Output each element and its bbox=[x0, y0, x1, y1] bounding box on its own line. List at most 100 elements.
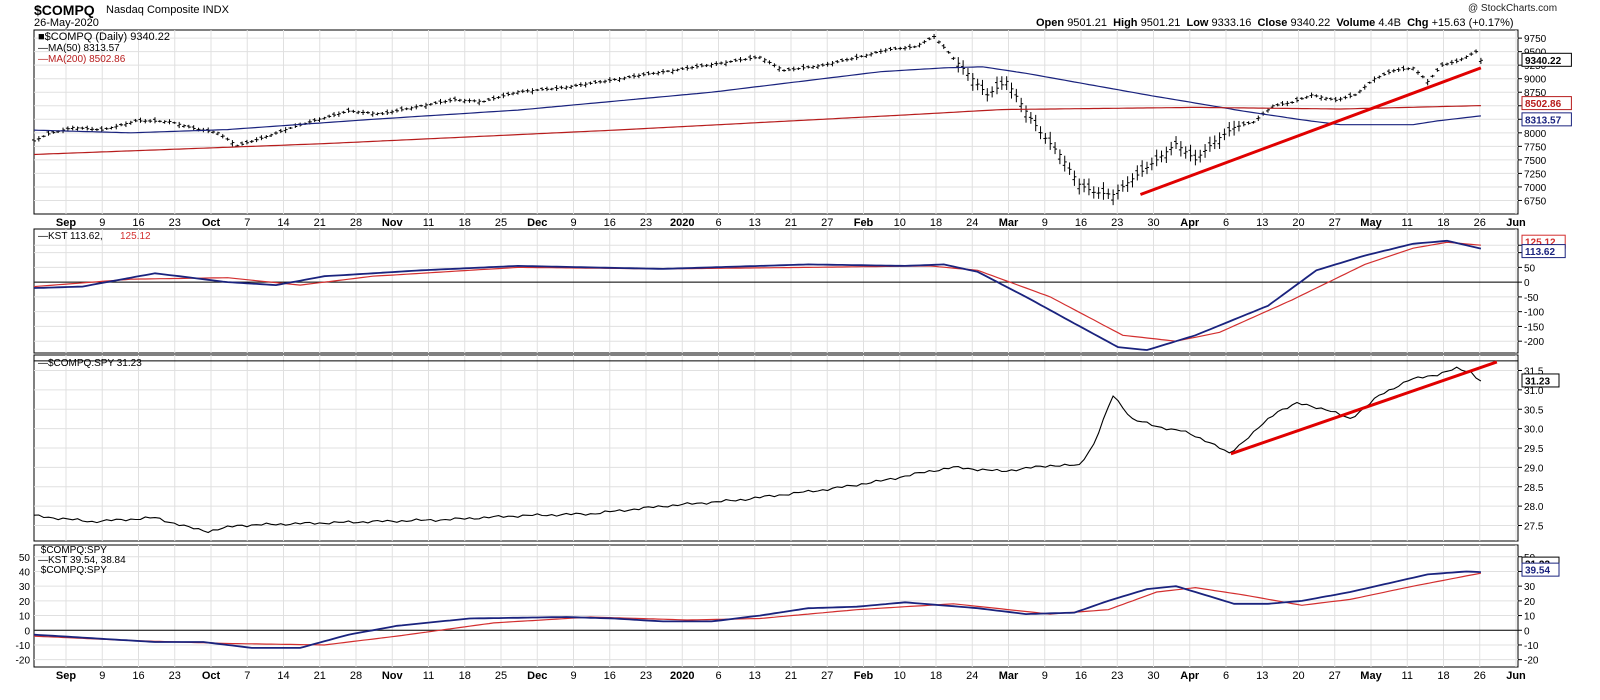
x-axis-tick-label-top: 21 bbox=[785, 217, 797, 229]
low-value: 9333.16 bbox=[1211, 17, 1252, 29]
x-axis-tick-label-bottom: 27 bbox=[821, 670, 833, 682]
ratio-kst-line bbox=[33, 570, 1481, 649]
x-axis-tick-label-top: 18 bbox=[459, 217, 471, 229]
x-axis-tick-label-bottom: 16 bbox=[1075, 670, 1087, 682]
close-label: Close bbox=[1257, 17, 1288, 29]
kst-signal-line bbox=[33, 241, 1481, 342]
x-axis-tick-label-top: Feb bbox=[854, 217, 874, 229]
kst-signal-last-label: 125.12 bbox=[1525, 238, 1556, 249]
symbol-title: $COMPQ bbox=[34, 2, 95, 18]
ratio-kst-signal-line bbox=[33, 572, 1482, 646]
x-axis-tick-label-top: 13 bbox=[749, 217, 761, 229]
x-axis-tick-label-top: 7 bbox=[244, 217, 250, 229]
x-axis-tick-label-bottom: May bbox=[1360, 670, 1382, 682]
x-axis-tick-label-bottom: Apr bbox=[1180, 670, 1200, 682]
x-axis-tick-label-top: May bbox=[1360, 217, 1382, 229]
panel-frame-2 bbox=[33, 228, 1519, 354]
x-axis-tick-label-bottom: 26 bbox=[1474, 670, 1486, 682]
kst-last-label-box bbox=[1521, 244, 1566, 259]
x-axis-tick-label-top: 28 bbox=[350, 217, 362, 229]
y-axis-tick-label: 31.0 bbox=[1524, 386, 1544, 397]
x-axis-tick-label-top: 10 bbox=[894, 217, 906, 229]
x-axis-tick-label-bottom: 9 bbox=[99, 670, 105, 682]
low-label: Low bbox=[1186, 17, 1209, 29]
x-axis-tick-label-top: 16 bbox=[132, 217, 144, 229]
x-axis-tick-label-bottom: 21 bbox=[314, 670, 326, 682]
y-axis-tick-label: 27.5 bbox=[1524, 522, 1544, 533]
x-axis-tick-label-bottom: 21 bbox=[785, 670, 797, 682]
x-axis-tick-label-top: 11 bbox=[1402, 217, 1413, 229]
index-name: Nasdaq Composite INDX bbox=[106, 4, 229, 16]
x-axis-tick-label-bottom: 20 bbox=[1292, 670, 1304, 682]
volume-value: 4.4B bbox=[1378, 17, 1401, 29]
y-axis-tick-label: 30 bbox=[1524, 582, 1536, 593]
x-axis-tick-label-top: 23 bbox=[169, 217, 181, 229]
ratio-kst-legend-2: —KST 39.54, 38.84 bbox=[38, 555, 126, 566]
kst-legend: —KST 113.62, bbox=[38, 231, 103, 242]
ma50-last-label-box bbox=[1521, 112, 1572, 127]
ratio-kst-right-label-2-box bbox=[1521, 562, 1560, 577]
x-axis-tick-label-bottom: 6 bbox=[715, 670, 721, 682]
y-axis-left-tick-label: 0 bbox=[24, 626, 30, 637]
chart-date: 26-May-2020 bbox=[34, 17, 99, 29]
y-axis-tick-label: 0 bbox=[1524, 626, 1530, 637]
kst-legend-signal: 125.12 bbox=[120, 231, 151, 242]
x-axis-tick-label-bottom: 16 bbox=[604, 670, 616, 682]
y-axis-left-tick-label: 30 bbox=[19, 582, 31, 593]
ma200-legend: —MA(200) 8502.86 bbox=[38, 54, 126, 65]
watermark: @ StockCharts.com bbox=[1468, 3, 1558, 14]
ma200-line bbox=[33, 105, 1481, 156]
x-axis-tick-label-top: 14 bbox=[277, 217, 289, 229]
kst-last-label: 113.62 bbox=[1525, 247, 1555, 258]
y-axis-tick-label: 10 bbox=[1524, 612, 1536, 623]
y-axis-tick-label: 28.5 bbox=[1524, 483, 1544, 494]
high-label: High bbox=[1113, 17, 1138, 29]
close-value: 9340.22 bbox=[1290, 17, 1331, 29]
ma50-legend: —MA(50) 8313.57 bbox=[38, 43, 120, 54]
x-axis-tick-label-bottom: 27 bbox=[1329, 670, 1341, 682]
x-axis-tick-label-top: 9 bbox=[99, 217, 105, 229]
exchange-label: INDX bbox=[202, 4, 229, 16]
x-axis-tick-label-bottom: 25 bbox=[495, 670, 507, 682]
ratio-kst-legend-1: $COMPQ:SPY bbox=[38, 545, 107, 556]
y-axis-tick-label: 29.5 bbox=[1524, 444, 1544, 455]
y-axis-left-tick-label: 40 bbox=[19, 567, 31, 578]
x-axis-tick-label-bottom: 18 bbox=[930, 670, 942, 682]
x-axis-tick-label-top: 23 bbox=[640, 217, 652, 229]
y-axis-tick-label: 9000 bbox=[1524, 75, 1547, 86]
x-axis-tick-label-top: 18 bbox=[930, 217, 942, 229]
kst-line bbox=[33, 239, 1482, 351]
quote-summary: Open 9501.21 High 9501.21 Low 9333.16 Cl… bbox=[1036, 17, 1514, 29]
index-name-text: Nasdaq Composite bbox=[106, 4, 200, 16]
y-axis-tick-label: 30.0 bbox=[1524, 425, 1544, 436]
x-axis-tick-label-bottom: 11 bbox=[1402, 670, 1413, 682]
y-axis-tick-label: 29.0 bbox=[1524, 463, 1544, 474]
x-axis-tick-label-bottom: 13 bbox=[1256, 670, 1268, 682]
price-legend-main: ■$COMPQ (Daily) 9340.22 bbox=[38, 31, 170, 43]
ratio-last-label-box bbox=[1521, 373, 1560, 388]
y-axis-tick-label: 9750 bbox=[1524, 34, 1547, 45]
x-axis-tick-label-top: 27 bbox=[821, 217, 833, 229]
x-axis-tick-label-top: 18 bbox=[1437, 217, 1449, 229]
volume-label: Volume bbox=[1336, 17, 1376, 29]
x-axis-tick-label-top: Nov bbox=[382, 217, 404, 229]
x-axis-tick-label-top: Apr bbox=[1180, 217, 1200, 229]
x-axis-tick-label-bottom: Oct bbox=[202, 670, 221, 682]
y-axis-left-tick-label: 50 bbox=[19, 553, 31, 564]
x-axis-tick-label-bottom: 24 bbox=[966, 670, 978, 682]
x-axis-tick-label-top: Mar bbox=[999, 217, 1019, 229]
y-axis-left-tick-label: 10 bbox=[19, 612, 31, 623]
x-axis-tick-label-bottom: 28 bbox=[350, 670, 362, 682]
x-axis-tick-label-bottom: Sep bbox=[56, 670, 76, 682]
ratio-trendline bbox=[1230, 360, 1498, 456]
x-axis-tick-label-top: 26 bbox=[1474, 217, 1486, 229]
x-axis-tick-label-bottom: Dec bbox=[527, 670, 547, 682]
price-last-label-box bbox=[1521, 52, 1572, 67]
y-axis-tick-label: 30.5 bbox=[1524, 405, 1544, 416]
change-value: +15.63 (+0.17%) bbox=[1431, 17, 1514, 29]
y-axis-tick-label: -20 bbox=[1524, 656, 1539, 667]
x-axis-tick-label-top: Jun bbox=[1506, 217, 1526, 229]
y-axis-tick-label: -50 bbox=[1524, 293, 1539, 304]
y-axis-tick-label: 7500 bbox=[1524, 156, 1547, 167]
x-axis-tick-label-bottom: 23 bbox=[640, 670, 652, 682]
